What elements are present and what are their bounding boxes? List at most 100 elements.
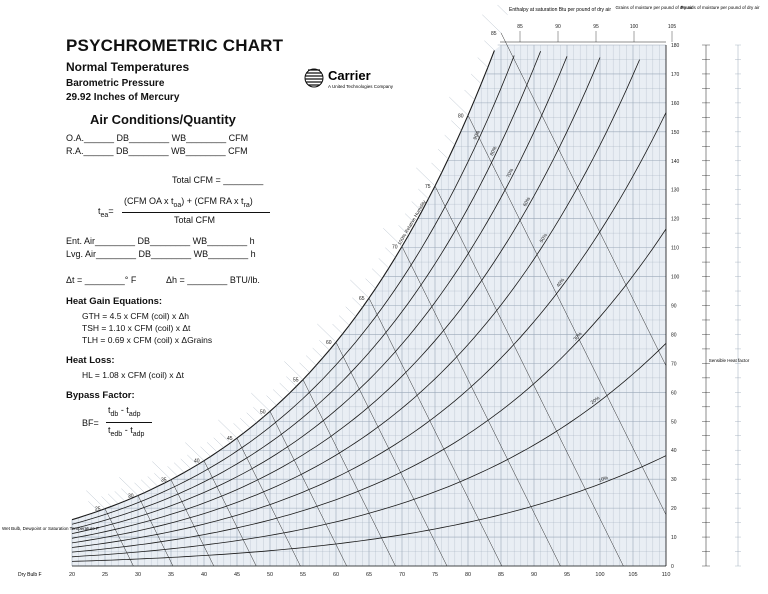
total-cfm: Total CFM = ________ bbox=[172, 175, 264, 185]
enthalpy-scale-line bbox=[338, 315, 350, 326]
grains-tick-label: 0 bbox=[671, 564, 674, 570]
entering-air-row: Ent. Air________ DB________ WB________ h bbox=[66, 236, 255, 246]
dry-bulb-axis-label: Dry Bulb F bbox=[18, 572, 42, 578]
grains-top-label: Grains of moisture per pound of dry air bbox=[615, 5, 693, 10]
wet-bulb-line bbox=[170, 479, 215, 567]
wet-bulb-line bbox=[368, 298, 502, 567]
enthalpy-scale-line bbox=[134, 482, 145, 493]
carrier-logo-icon bbox=[304, 68, 324, 88]
enthalpy-scale-line bbox=[385, 247, 396, 258]
rh-curve bbox=[71, 56, 568, 534]
dry-bulb-tick-label: 70 bbox=[399, 572, 405, 578]
enthalpy-scale-line bbox=[173, 462, 185, 473]
enthalpy-scale-line bbox=[140, 479, 152, 490]
rh-curve bbox=[71, 57, 601, 539]
enthalpy-scale-line bbox=[470, 73, 482, 84]
enthalpy-scale-line bbox=[272, 389, 284, 400]
grains-tick-label: 140 bbox=[671, 159, 680, 165]
enthalpy-scale-line bbox=[88, 501, 99, 512]
enthalpy-scale-line bbox=[180, 458, 191, 469]
grains-tick-label: 170 bbox=[671, 72, 680, 78]
brand-name: Carrier bbox=[328, 68, 371, 83]
enthalpy-scale-line bbox=[352, 297, 363, 308]
enthalpy-top-label: Enthalpy at saturation Btu per pound of … bbox=[509, 7, 611, 13]
dry-bulb-tick-label: 60 bbox=[333, 572, 339, 578]
grains-tick-label: 10 bbox=[671, 535, 677, 541]
oa-row: O.A.______ DB________ WB________ CFM bbox=[66, 133, 249, 143]
page-title: PSYCHROMETRIC CHART bbox=[66, 36, 284, 55]
wet-bulb-tick-label: 85 bbox=[491, 31, 497, 37]
heat-gain-heading: Heat Gain Equations: bbox=[66, 296, 163, 307]
rh-curve bbox=[71, 59, 640, 544]
enthalpy-scale-line bbox=[482, 14, 502, 33]
enthalpy-scale-line bbox=[449, 96, 469, 116]
delta-t: Δt = ________° F bbox=[66, 275, 137, 285]
wet-bulb-line bbox=[434, 185, 624, 567]
enthalpy-scale-line bbox=[411, 201, 422, 212]
enthalpy-scale-line bbox=[86, 490, 106, 509]
bf-denominator: tedb - tadp bbox=[108, 425, 145, 438]
enthalpy-scale-line bbox=[332, 323, 343, 335]
dry-bulb-tick-label: 35 bbox=[168, 572, 174, 578]
enthalpy-scale-line bbox=[233, 423, 244, 434]
enthalpy-scale-line bbox=[378, 258, 389, 269]
enthalpy-scale-line bbox=[167, 466, 178, 477]
enthalpy-scale-line bbox=[284, 361, 304, 380]
rh-label: 40% bbox=[556, 277, 567, 289]
tlh-equation: TLH = 0.69 x CFM (coil) x ΔGrains bbox=[82, 335, 213, 345]
enthalpy-scale-line bbox=[383, 228, 403, 247]
dry-bulb-tick-label: 75 bbox=[432, 572, 438, 578]
dry-bulb-tick-label: 90 bbox=[531, 572, 537, 578]
rh-curve bbox=[71, 343, 667, 558]
enthalpy-scale-line bbox=[350, 279, 370, 299]
enthalpy-scale-line bbox=[251, 392, 271, 412]
enthalpy-scale-line bbox=[477, 57, 488, 68]
grains-tick-label: 80 bbox=[671, 332, 677, 338]
wet-bulb-tick-label: 40 bbox=[194, 459, 200, 465]
wet-bulb-tick-label: 35 bbox=[161, 478, 167, 484]
brand-tagline: A United Technologies Company bbox=[328, 84, 394, 89]
rh-label: 80% bbox=[489, 145, 499, 157]
wet-bulb-line bbox=[401, 246, 561, 567]
enthalpy-scale-line bbox=[319, 340, 330, 351]
shf-label: Sensible Heat factor bbox=[709, 358, 750, 363]
leaving-air-row: Lvg. Air________ DB________ WB________ h bbox=[66, 249, 256, 259]
grains-tick-label: 130 bbox=[671, 188, 680, 194]
rh-label: 10% bbox=[598, 475, 610, 484]
grains-tick-label: 50 bbox=[671, 419, 677, 425]
enthalpy-scale-line bbox=[451, 120, 462, 131]
delta-h: Δh = ________ BTU/lb. bbox=[166, 275, 260, 285]
enthalpy-scale-line bbox=[121, 488, 132, 499]
bf-fraction-bar bbox=[106, 422, 152, 423]
dry-bulb-tick-label: 95 bbox=[564, 572, 570, 578]
enthalpy-scale-line bbox=[206, 442, 218, 453]
pressure-value: 29.92 Inches of Mercury bbox=[66, 92, 180, 103]
grains-tick-label: 40 bbox=[671, 448, 677, 454]
enthalpy-scale-line bbox=[444, 134, 455, 146]
wet-bulb-axis-label: Wet Bulb, Dewpoint or Saturation Tempera… bbox=[2, 526, 99, 531]
wet-bulb-tick-label: 45 bbox=[227, 436, 233, 442]
grains-tick-label: 70 bbox=[671, 361, 677, 367]
wet-bulb-line bbox=[203, 460, 257, 567]
heat-loss-heading: Heat Loss: bbox=[66, 355, 115, 366]
enthalpy-scale-line bbox=[154, 473, 165, 484]
dry-bulb-tick-label: 45 bbox=[234, 572, 240, 578]
dry-bulb-tick-label: 20 bbox=[69, 572, 75, 578]
enthalpy-scale-line bbox=[371, 268, 383, 279]
enthalpy-scale-line bbox=[213, 437, 224, 448]
enthalpy-top-tick-label: 105 bbox=[668, 24, 677, 30]
dry-bulb-tick-label: 65 bbox=[366, 572, 372, 578]
enthalpy-scale-line bbox=[187, 454, 198, 465]
rh-curve bbox=[71, 455, 667, 562]
wet-bulb-line bbox=[269, 411, 347, 567]
enthalpy-top-tick-label: 85 bbox=[517, 24, 523, 30]
rh-curve bbox=[71, 51, 541, 530]
enthalpy-scale-line bbox=[416, 167, 436, 187]
wet-bulb-line bbox=[104, 508, 134, 567]
wet-bulb-tick-label: 60 bbox=[326, 340, 332, 346]
rh-label: 50% bbox=[539, 232, 550, 244]
enthalpy-scale-line bbox=[147, 476, 158, 487]
enthalpy-scale-line bbox=[101, 496, 112, 507]
wet-bulb-tick-label: 25 bbox=[95, 507, 101, 513]
rh-label: 70% bbox=[506, 167, 516, 179]
